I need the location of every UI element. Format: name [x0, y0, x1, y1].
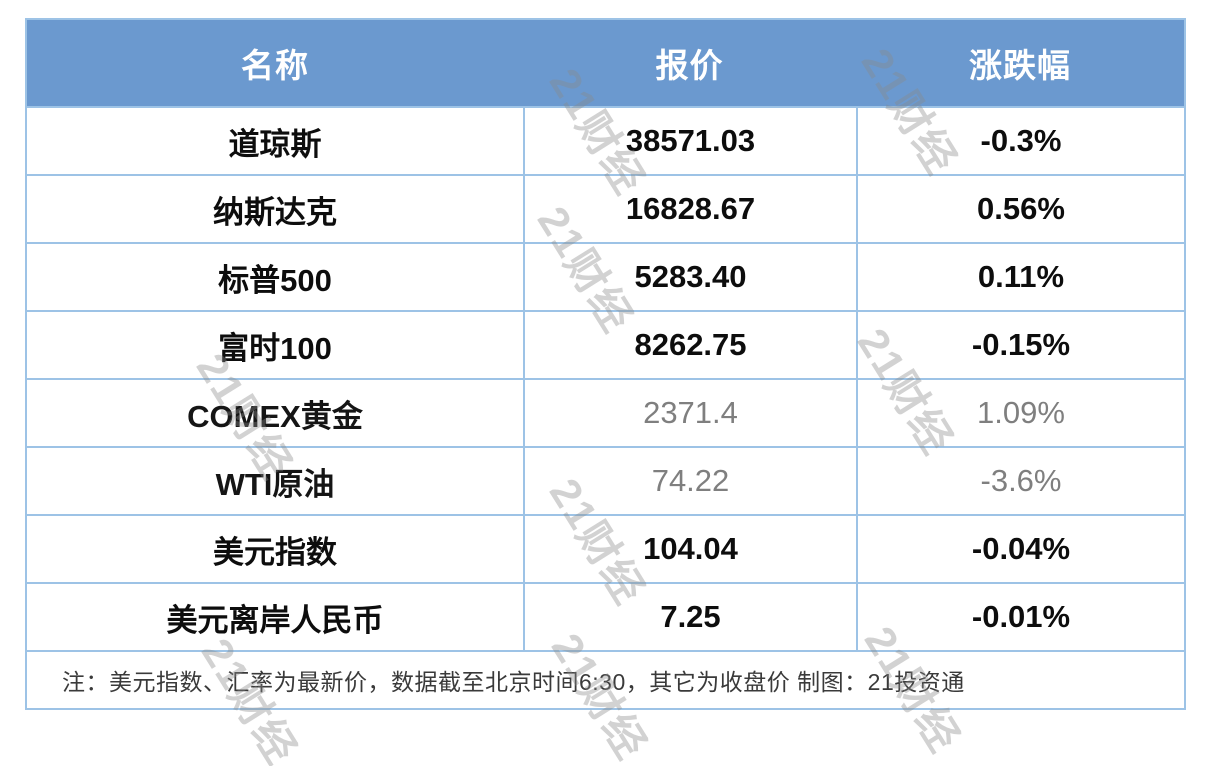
- cell-name: 纳斯达克: [213, 194, 337, 230]
- table-row: 富时100 8262.75 -0.15%: [27, 310, 1184, 378]
- table-header-row: 名称 报价 涨跌幅: [27, 20, 1184, 106]
- table-row: 纳斯达克 16828.67 0.56%: [27, 174, 1184, 242]
- cell-name: 富时100: [218, 330, 332, 366]
- footnote: 注：美元指数、汇率为最新价，数据截至北京时间6:30，其它为收盘价 制图：21投…: [62, 669, 965, 695]
- market-quotes-table: 名称 报价 涨跌幅 道琼斯 38571.03 -0.3% 纳斯达克 16828.…: [25, 18, 1186, 710]
- cell-quote: 2371.4: [523, 380, 856, 446]
- cell-quote: 74.22: [523, 448, 856, 514]
- cell-change: 0.56%: [856, 176, 1184, 242]
- cell-quote: 16828.67: [523, 176, 856, 242]
- cell-change: -0.3%: [856, 108, 1184, 174]
- cell-quote: 5283.40: [523, 244, 856, 310]
- table-row: 道琼斯 38571.03 -0.3%: [27, 106, 1184, 174]
- cell-name: 标普500: [218, 262, 332, 298]
- cell-change: 0.11%: [856, 244, 1184, 310]
- header-cell-quote: 报价: [655, 47, 724, 84]
- cell-change: -0.15%: [856, 312, 1184, 378]
- cell-quote: 7.25: [523, 584, 856, 650]
- cell-change: 1.09%: [856, 380, 1184, 446]
- cell-quote: 38571.03: [523, 108, 856, 174]
- cell-name: WTI原油: [215, 466, 335, 502]
- cell-name: 道琼斯: [228, 126, 322, 162]
- header-cell-change: 涨跌幅: [969, 47, 1071, 84]
- cell-change: -0.01%: [856, 584, 1184, 650]
- table-row: 美元指数 104.04 -0.04%: [27, 514, 1184, 582]
- table-row: 标普500 5283.40 0.11%: [27, 242, 1184, 310]
- cell-quote: 104.04: [523, 516, 856, 582]
- cell-change: -0.04%: [856, 516, 1184, 582]
- table-row: COMEX黄金 2371.4 1.09%: [27, 378, 1184, 446]
- cell-quote: 8262.75: [523, 312, 856, 378]
- cell-name: COMEX黄金: [187, 398, 363, 434]
- table-row: 美元离岸人民币 7.25 -0.01%: [27, 582, 1184, 650]
- header-cell-name: 名称: [241, 47, 309, 84]
- table-row: WTI原油 74.22 -3.6%: [27, 446, 1184, 514]
- cell-name: 美元指数: [213, 534, 337, 570]
- cell-name: 美元离岸人民币: [166, 602, 384, 638]
- table-footnote-row: 注：美元指数、汇率为最新价，数据截至北京时间6:30，其它为收盘价 制图：21投…: [27, 650, 1184, 708]
- cell-change: -3.6%: [856, 448, 1184, 514]
